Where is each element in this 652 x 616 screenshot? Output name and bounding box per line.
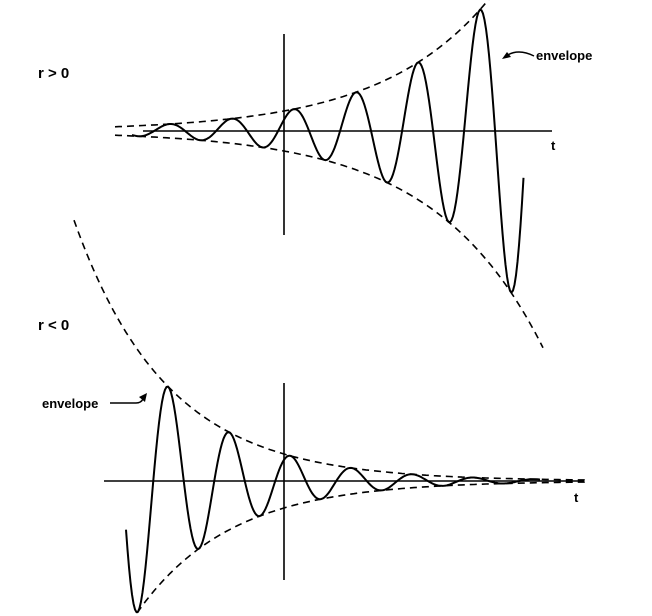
panel-growing: r > 0 t envelope	[38, 0, 592, 349]
envelope-upper-growing	[114, 0, 490, 128]
envelope-arrowhead-decaying	[139, 393, 147, 402]
time-axis-label-growing: t	[551, 138, 556, 153]
envelope-label-decaying: envelope	[42, 396, 98, 411]
envelope-pointer-decaying	[110, 398, 144, 404]
envelope-arrowhead-growing	[502, 52, 511, 59]
time-axis-label-decaying: t	[574, 490, 579, 505]
envelope-upper-decaying	[73, 219, 587, 481]
envelope-lower-growing	[114, 134, 544, 349]
panel-decaying: r < 0 t envelope	[38, 219, 587, 616]
oscillation-curve-decaying	[125, 385, 541, 614]
envelope-label-growing: envelope	[536, 48, 592, 63]
envelope-pointer-growing	[505, 51, 535, 57]
condition-label-growing: r > 0	[38, 65, 69, 82]
condition-label-decaying: r < 0	[38, 317, 69, 334]
oscillation-curve-growing	[131, 8, 525, 294]
